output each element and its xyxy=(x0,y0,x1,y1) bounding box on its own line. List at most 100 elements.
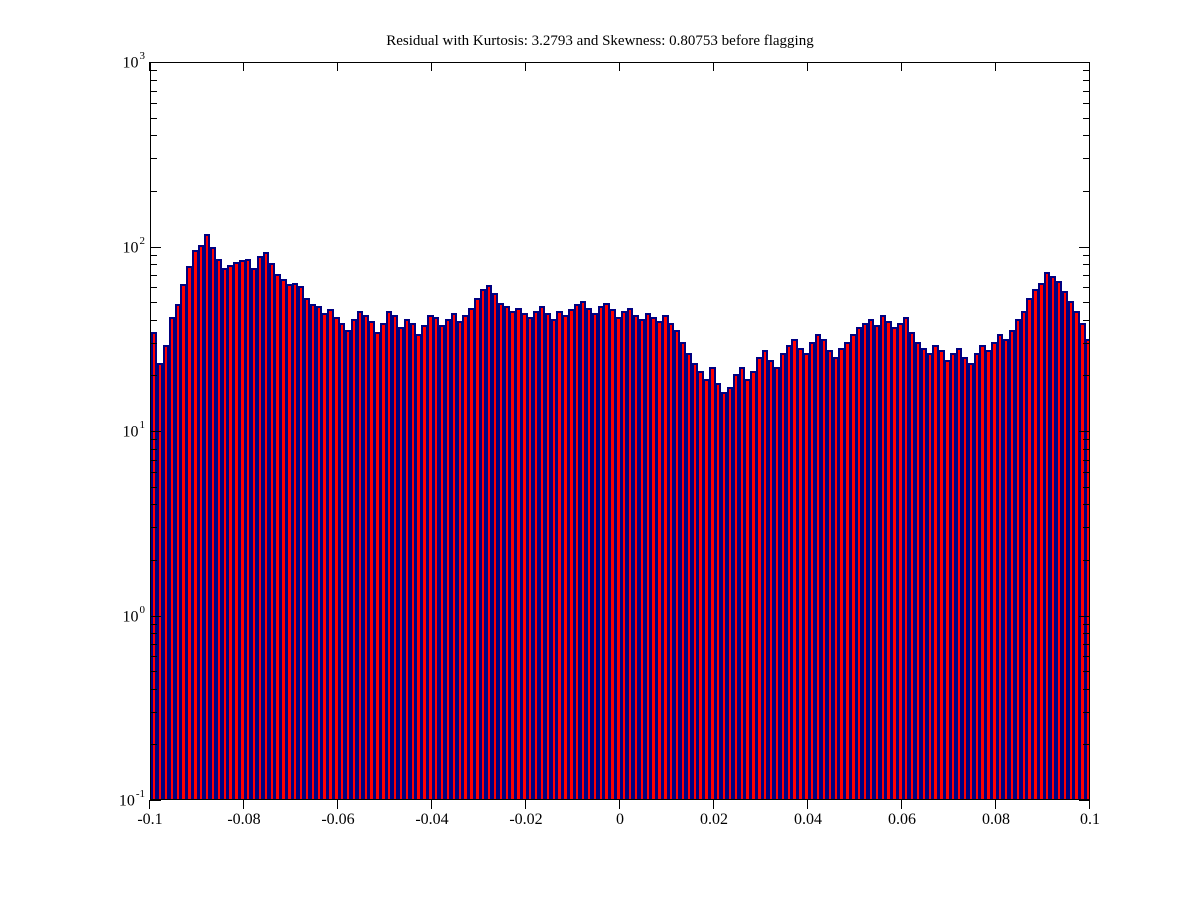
y-axis-major-tick xyxy=(150,800,161,801)
histogram-bar xyxy=(203,233,211,799)
histogram-bar xyxy=(662,315,669,799)
histogram-bar xyxy=(967,363,975,799)
histogram-bar xyxy=(262,252,270,799)
y-axis-tick-label: 100 xyxy=(102,603,146,625)
histogram-bar xyxy=(409,323,416,799)
histogram-bar xyxy=(268,263,275,799)
histogram-bar xyxy=(820,339,828,799)
y-axis-tick-label: 101 xyxy=(102,420,146,440)
y-axis-minor-tick xyxy=(150,439,157,441)
histogram-bar xyxy=(973,353,980,799)
y-axis-minor-tick xyxy=(150,744,157,746)
histogram-bar xyxy=(609,309,616,799)
histogram-bar xyxy=(239,260,246,799)
histogram-bar xyxy=(997,334,1004,799)
histogram-bar xyxy=(838,347,845,799)
y-axis-minor-tick-right xyxy=(1083,158,1090,160)
y-axis-minor-tick xyxy=(150,117,157,119)
histogram-bar xyxy=(456,320,463,799)
y-axis-minor-tick-right xyxy=(1083,90,1090,92)
y-tick-mantissa: 10 xyxy=(122,607,139,625)
histogram-bar xyxy=(944,359,951,799)
x-axis-major-tick-top xyxy=(243,62,245,71)
y-axis-minor-tick-right xyxy=(1083,439,1090,441)
x-axis-major-tick xyxy=(149,800,151,809)
y-axis-minor-tick-right xyxy=(1083,190,1090,192)
histogram-bar xyxy=(1002,339,1010,799)
histogram-bar xyxy=(374,331,381,799)
y-tick-exponent: 0 xyxy=(139,603,146,616)
histogram-bar xyxy=(421,325,428,799)
histogram-bar xyxy=(621,311,628,799)
histogram-bar xyxy=(644,313,651,799)
y-axis-minor-tick xyxy=(150,671,157,673)
histogram-bar xyxy=(656,320,663,799)
histogram-bar xyxy=(720,392,728,799)
histogram-bar xyxy=(691,363,698,799)
histogram-bar xyxy=(297,286,305,799)
x-axis-tick-label: 0.04 xyxy=(794,811,822,828)
y-tick-exponent: 2 xyxy=(139,234,146,247)
histogram-bar xyxy=(215,258,223,799)
histogram-bar xyxy=(856,327,863,799)
histogram-bar xyxy=(750,370,757,799)
histogram-bar xyxy=(1073,311,1080,799)
histogram-bar xyxy=(603,302,610,799)
histogram-bar xyxy=(597,306,604,799)
histogram-bar xyxy=(867,318,875,799)
y-axis-minor-tick-right xyxy=(1083,102,1090,104)
histogram-bar xyxy=(391,315,399,799)
y-axis-minor-tick xyxy=(150,302,157,304)
histogram-bar xyxy=(427,315,434,799)
histogram-bar xyxy=(926,353,933,799)
y-axis-major-tick xyxy=(150,246,161,248)
histogram-bar xyxy=(309,304,317,799)
x-axis-major-tick-top xyxy=(337,62,339,71)
x-axis-major-tick-top xyxy=(525,62,527,71)
histogram-bar xyxy=(485,285,493,799)
y-axis-minor-tick xyxy=(150,623,157,625)
histogram-bar xyxy=(550,318,557,799)
y-axis-tick-label: 10-1 xyxy=(102,789,145,809)
histogram-bar xyxy=(368,320,375,799)
x-axis-major-tick xyxy=(243,800,245,809)
histogram-bar xyxy=(585,307,593,799)
histogram-bar xyxy=(991,341,998,799)
histogram-bar xyxy=(844,341,851,799)
y-axis-minor-tick-right xyxy=(1083,656,1090,658)
histogram-bar xyxy=(515,307,522,799)
x-axis-major-tick-top xyxy=(995,62,997,71)
plot-area xyxy=(150,62,1090,800)
histogram-bar xyxy=(579,301,587,799)
histogram-bar xyxy=(979,344,986,799)
histogram-bar xyxy=(350,318,358,799)
y-axis-minor-tick xyxy=(150,135,157,137)
histogram-bar xyxy=(1044,271,1051,799)
histogram-bar xyxy=(327,309,334,799)
histogram-bar xyxy=(274,274,281,799)
histogram-bar xyxy=(985,350,992,799)
y-axis-minor-tick xyxy=(150,633,157,635)
y-axis-minor-tick xyxy=(150,254,157,256)
y-axis-major-tick-right xyxy=(1079,246,1090,248)
histogram-bar xyxy=(221,267,228,799)
y-tick-mantissa: 10 xyxy=(122,54,139,72)
y-axis-major-tick xyxy=(150,615,161,617)
histogram-bar xyxy=(544,313,552,799)
y-axis-minor-tick-right xyxy=(1083,375,1090,377)
histogram-bar xyxy=(814,334,822,799)
histogram-bar xyxy=(562,315,569,799)
x-axis-major-tick xyxy=(713,800,715,809)
x-axis-major-tick xyxy=(525,800,527,809)
histogram-bar xyxy=(903,316,910,799)
y-axis-major-tick xyxy=(150,431,161,432)
y-tick-mantissa: 10 xyxy=(122,238,139,256)
histogram-bar xyxy=(168,316,176,799)
histogram-bar xyxy=(1061,290,1069,799)
histogram-bar xyxy=(920,347,928,799)
histogram-bar xyxy=(803,353,810,799)
y-axis-minor-tick-right xyxy=(1083,319,1090,321)
histogram-bar xyxy=(879,315,886,799)
y-axis-minor-tick xyxy=(150,275,157,277)
histogram-bar xyxy=(491,293,499,799)
